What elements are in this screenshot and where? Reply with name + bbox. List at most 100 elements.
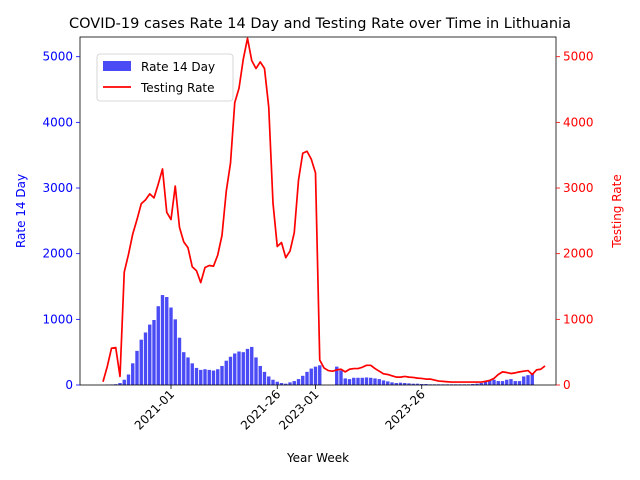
left-tick-label: 1000 [42, 312, 73, 326]
bar-rate-14-day [403, 383, 407, 385]
bar-rate-14-day [216, 369, 220, 385]
bar-rate-14-day [262, 371, 267, 385]
bar-rate-14-day [475, 383, 479, 385]
legend-label-line: Testing Rate [140, 81, 215, 95]
x-axis-title: Year Week [286, 451, 349, 465]
testing-rate-line [102, 37, 546, 383]
bar-rate-14-day [135, 350, 139, 385]
bar-rate-14-day [415, 383, 420, 385]
bar-rate-14-day [279, 383, 284, 385]
bar-rate-14-day [479, 383, 483, 385]
right-tick-label: 1000 [563, 312, 594, 326]
bar-rate-14-day [220, 365, 224, 385]
bar-rate-14-day [267, 376, 271, 385]
plot-frame [79, 36, 557, 386]
bar-rate-14-day [500, 381, 505, 385]
bar-rate-14-day [177, 337, 182, 385]
right-tick-label: 3000 [563, 181, 594, 195]
bar-rate-14-day [182, 352, 186, 385]
left-y-axis: 0 1000 2000 3000 4000 5000 [42, 50, 80, 392]
left-tick-label: 2000 [42, 247, 73, 261]
x-tick-label: 2021-01 [132, 387, 177, 432]
left-axis-title: Rate 14 Day [14, 174, 28, 248]
bar-rate-14-day [339, 370, 343, 385]
bar-rate-14-day [288, 382, 292, 385]
bar-rate-14-day [169, 307, 173, 385]
bar-rate-14-day [522, 376, 526, 385]
bar-rate-14-day [381, 380, 386, 385]
bar-rate-14-day [420, 384, 424, 385]
legend-swatch-bars [103, 61, 131, 71]
bar-rate-14-day [211, 370, 216, 385]
bar-rate-14-day [173, 319, 177, 385]
bar-rate-14-day [488, 380, 492, 385]
bar-rate-14-day [369, 377, 373, 385]
bar-rate-14-day [143, 332, 148, 385]
right-tick-label: 0 [563, 378, 571, 392]
bar-rate-14-day [530, 373, 534, 385]
bar-rate-14-day [318, 365, 322, 385]
bar-rate-14-day [126, 374, 131, 385]
bar-rate-14-day [483, 381, 488, 385]
bar-rate-14-day [203, 369, 207, 385]
bar-rate-14-day [186, 357, 190, 385]
bar-rate-14-day [411, 383, 415, 385]
bar-rate-14-day [199, 369, 203, 385]
left-tick-label: 5000 [42, 50, 73, 64]
bar-rate-14-day [347, 379, 352, 385]
bar-rate-14-day [373, 378, 377, 385]
bar-rate-14-day [492, 379, 496, 385]
bar-rate-14-day [190, 363, 194, 385]
bar-rate-14-day [390, 382, 394, 385]
right-y-axis: 0 1000 2000 3000 4000 5000 [556, 50, 594, 392]
left-tick-label: 4000 [42, 115, 73, 129]
bar-rate-14-day [139, 339, 143, 385]
bar-rate-14-day [526, 375, 530, 385]
bar-rate-14-day [313, 366, 318, 385]
bar-rate-14-day [228, 356, 233, 385]
bar-rate-14-day [505, 379, 509, 385]
legend-label-bars: Rate 14 Day [141, 60, 215, 74]
bar-rate-14-day [250, 346, 254, 385]
bar-rate-14-day [305, 371, 309, 385]
bar-rate-14-day [118, 383, 122, 385]
bar-rate-14-day [471, 384, 475, 385]
legend: Rate 14 Day Testing Rate [96, 53, 234, 102]
bar-rate-14-day [131, 363, 135, 385]
bar-rate-14-day [360, 377, 364, 385]
x-tick-label: 2023-26 [383, 387, 428, 432]
bar-rate-14-day [394, 383, 398, 385]
chart-title: COVID-19 cases Rate 14 Day and Testing R… [69, 16, 571, 32]
right-tick-label: 2000 [563, 247, 594, 261]
bar-rate-14-day [517, 381, 522, 385]
bar-rate-14-day [377, 379, 381, 385]
bar-rate-14-day [152, 320, 156, 385]
bar-rate-14-day [398, 382, 403, 385]
bar-rate-14-day [352, 377, 356, 385]
bar-rate-14-day [254, 357, 258, 385]
bar-rate-14-day [407, 383, 411, 385]
right-tick-label: 5000 [563, 50, 594, 64]
bar-rate-14-day [513, 381, 517, 385]
right-axis-title: Testing Rate [610, 174, 624, 249]
bar-rate-14-day [122, 379, 126, 385]
bar-rate-14-day [284, 383, 288, 385]
left-tick-label: 0 [65, 378, 73, 392]
bar-rate-14-day [237, 351, 241, 385]
left-tick-label: 3000 [42, 181, 73, 195]
bar-rate-14-day [335, 366, 339, 385]
x-tick-label: 2023-01 [276, 387, 321, 432]
bar-rate-14-day [509, 379, 513, 385]
rate-14-day-bars [105, 295, 534, 385]
bar-rate-14-day [194, 367, 199, 385]
bar-rate-14-day [245, 348, 250, 385]
bar-rate-14-day [496, 381, 500, 385]
bar-rate-14-day [241, 352, 245, 385]
bar-rate-14-day [296, 379, 301, 385]
testing-rate-series [102, 37, 546, 383]
bar-rate-14-day [271, 379, 275, 385]
bar-rate-14-day [258, 365, 262, 385]
bar-rate-14-day [309, 368, 313, 385]
